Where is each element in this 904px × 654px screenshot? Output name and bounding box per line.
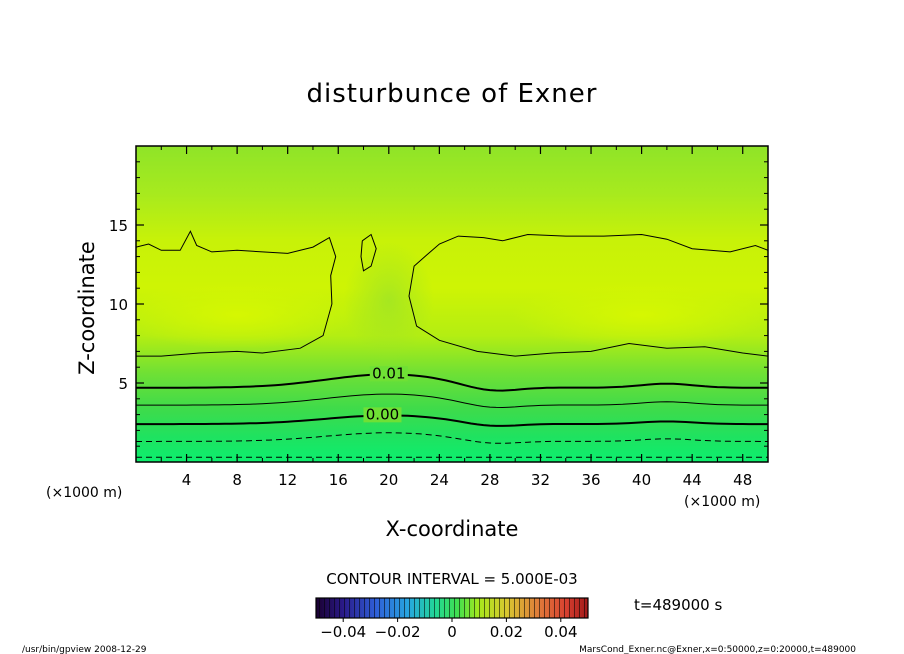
x-axis-label: X-coordinate — [386, 517, 519, 541]
x-tick-label: 28 — [480, 471, 499, 489]
colorbar-stripes — [316, 598, 588, 618]
colorbar-tick-label: −0.04 — [320, 623, 366, 641]
field-maximum-right — [511, 281, 768, 350]
contour-line-0015-right — [408, 233, 768, 357]
footer-right: MarsCond_Exner.nc@Exner,x=0:50000,z=0:20… — [579, 645, 856, 654]
y-tick-label: 10 — [109, 296, 128, 314]
x-tick-label: 40 — [632, 471, 651, 489]
colorbar-tick-label: 0.02 — [490, 623, 523, 641]
footer-left: /usr/bin/gpview 2008-12-29 — [22, 645, 147, 654]
x-tick-label: 48 — [733, 471, 752, 489]
colorbar: −0.04 −0.02 0 0.02 0.04 — [315, 597, 589, 641]
x-tick-label: 32 — [531, 471, 550, 489]
field-maximum-left — [136, 281, 358, 350]
field-plume — [343, 240, 434, 361]
x-tick-label: 12 — [278, 471, 297, 489]
contour-line-0015-island — [360, 233, 377, 272]
x-tick-label: 44 — [683, 471, 702, 489]
colorbar-tick-label: 0.04 — [544, 623, 577, 641]
contour-label: 0.01 — [372, 364, 405, 382]
x-tick-label: 16 — [329, 471, 348, 489]
contour-line-001 — [136, 373, 768, 392]
y-axis-label: Z-coordinate — [75, 241, 99, 375]
y-tick-label: 5 — [118, 375, 128, 393]
colorbar-tick-label: 0 — [447, 623, 457, 641]
x-tick-label: 20 — [379, 471, 398, 489]
contour-label-bg — [369, 366, 408, 382]
contour-label-bg — [363, 407, 402, 423]
x-tick-label: 8 — [232, 471, 242, 489]
contour-line-0 — [136, 414, 768, 427]
x-tick-label: 24 — [430, 471, 449, 489]
contour-interval-text: CONTOUR INTERVAL = 5.000E-03 — [326, 570, 577, 588]
contour-line-0015-left — [136, 230, 337, 357]
colorbar-tick-label: −0.02 — [375, 623, 421, 641]
y-axis-unit: (×1000 m) — [46, 485, 122, 501]
contour-label: 0.00 — [366, 405, 399, 423]
contour-line-0005 — [136, 393, 768, 409]
x-tick-label: 36 — [581, 471, 600, 489]
y-tick-label: 15 — [109, 217, 128, 235]
x-tick-label: 4 — [182, 471, 192, 489]
x-axis-unit: (×1000 m) — [684, 494, 760, 510]
chart-title: disturbunce of Exner — [307, 79, 598, 109]
contour-line-neg-1 — [136, 432, 768, 444]
time-label: t=489000 s — [634, 596, 722, 614]
